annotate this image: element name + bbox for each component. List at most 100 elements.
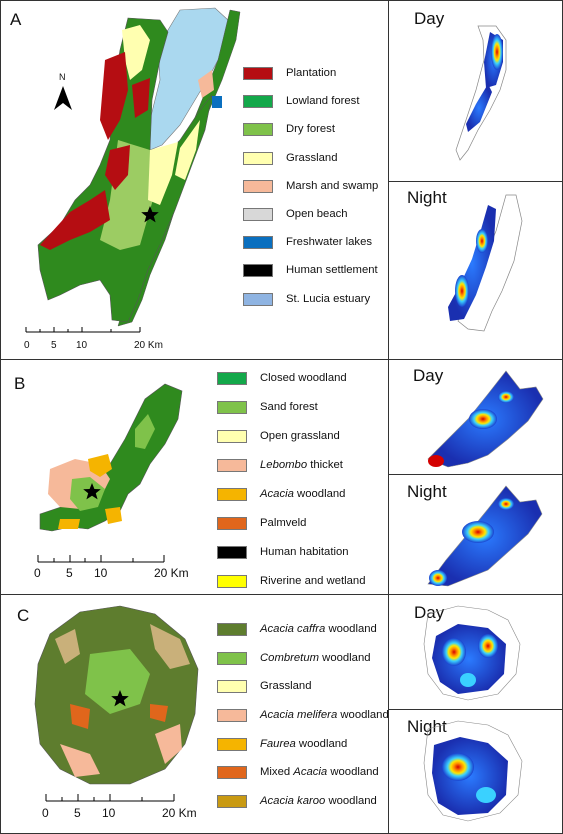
legend-swatch <box>217 651 247 665</box>
legend-swatch <box>217 400 247 414</box>
legend-a-label-6: Freshwater lakes <box>286 236 373 248</box>
legend-b-label-5: Palmveld <box>260 517 307 529</box>
legend-b-label-3-rest: thicket <box>307 459 343 471</box>
legend-c-label-3-rest: woodland <box>337 709 389 721</box>
legend-c-label-1: Combretum woodland <box>260 652 371 664</box>
scale-b-10: 10 <box>94 566 108 580</box>
legend-swatch <box>243 235 273 249</box>
legend-swatch <box>217 458 247 472</box>
legend-swatch <box>243 94 273 108</box>
legend-swatch <box>243 292 273 306</box>
legend-a-item-6: Freshwater lakes <box>243 231 372 253</box>
legend-c-label-5-italic: Acacia <box>293 766 328 778</box>
scale-bar-b <box>37 555 165 563</box>
legend-c-label-0-rest: woodland <box>325 623 377 635</box>
legend-a-label-5: Open beach <box>286 208 348 220</box>
legend-c-label-6-italic: Acacia karoo <box>260 795 326 807</box>
legend-swatch <box>217 516 247 530</box>
heatmap-a-day <box>455 25 507 161</box>
legend-c-label-5-pre: Mixed <box>260 766 294 778</box>
legend-swatch <box>217 622 247 636</box>
north-label: N <box>59 72 66 82</box>
legend-swatch <box>243 66 273 80</box>
legend-swatch <box>217 765 247 779</box>
panel-b-letter: B <box>14 374 26 393</box>
legend-b-label-1: Sand forest <box>260 401 318 413</box>
heatmap-b-day-title: Day <box>413 366 444 385</box>
legend-swatch <box>217 794 247 808</box>
legend-c-label-4-rest: woodland <box>295 738 348 750</box>
legend-a-item-2: Dry forest <box>243 118 335 140</box>
panel-c-letter: C <box>17 606 30 625</box>
legend-swatch <box>243 207 273 221</box>
legend-c-label-6-rest: woodland <box>325 795 377 807</box>
scale-bar-a <box>25 327 141 333</box>
legend-a-label-8: St. Lucia estuary <box>286 293 371 305</box>
legend-c-item-4: Faurea woodland <box>217 733 347 755</box>
legend-b-item-6: Human habitation <box>217 541 349 563</box>
legend-swatch <box>243 263 273 277</box>
scale-c-5: 5 <box>74 806 81 820</box>
heatmap-b-night <box>427 485 543 587</box>
legend-a-item-8: St. Lucia estuary <box>243 288 370 310</box>
legend-c-label-4: Faurea woodland <box>260 738 347 750</box>
legend-swatch <box>243 122 273 136</box>
legend-c-label-2: Grassland <box>260 680 312 692</box>
legend-swatch <box>217 371 247 385</box>
legend-c-label-0: Acacia caffra woodland <box>260 623 377 635</box>
legend-b-item-0: Closed woodland <box>217 367 347 389</box>
heatmap-c-day <box>423 605 521 701</box>
legend-a-label-1: Lowland forest <box>286 95 360 107</box>
legend-a-label-7: Human settlement <box>286 264 378 276</box>
legend-swatch <box>217 429 247 443</box>
heatmap-c-day-title: Day <box>414 603 445 622</box>
legend-b-item-2: Open grassland <box>217 425 340 447</box>
legend-c-item-6: Acacia karoo woodland <box>217 790 377 812</box>
legend-b-label-3-italic: Lebombo <box>260 459 308 471</box>
legend-c-label-0-italic: Acacia caffra <box>260 623 326 635</box>
scale-b-20: 20 Km <box>154 566 189 580</box>
legend-b-label-2: Open grassland <box>260 430 340 442</box>
legend-c-item-1: Combretum woodland <box>217 647 371 669</box>
scale-c-0: 0 <box>42 806 49 820</box>
legend-b-label-6: Human habitation <box>260 546 349 558</box>
scale-a-20: 20 Km <box>134 340 163 351</box>
scale-c-10: 10 <box>102 806 116 820</box>
legend-swatch <box>217 708 247 722</box>
legend-c-label-1-italic: Combretum <box>260 652 320 664</box>
panel-a-letter: A <box>10 10 22 29</box>
scale-bar-c <box>45 794 175 802</box>
heatmap-b-night-title: Night <box>407 482 447 501</box>
legend-b-label-0: Closed woodland <box>260 372 347 384</box>
legend-a-label-2: Dry forest <box>286 123 335 135</box>
heatmap-c-night <box>423 720 523 822</box>
scale-a-10: 10 <box>76 340 88 351</box>
legend-c-label-4-italic: Faurea <box>260 738 296 750</box>
legend-c-label-1-rest: woodland <box>319 652 371 664</box>
legend-b-item-7: Riverine and wetland <box>217 570 366 592</box>
legend-a-item-5: Open beach <box>243 203 348 225</box>
legend-swatch <box>217 679 247 693</box>
legend-b-label-3: Lebombo thicket <box>260 459 343 471</box>
legend-a-item-7: Human settlement <box>243 259 378 281</box>
legend-c-label-5: Mixed Acacia woodland <box>260 766 379 778</box>
legend-b-label-4: Acacia woodland <box>260 488 345 500</box>
legend-a-item-1: Lowland forest <box>243 90 359 112</box>
legend-c-label-3: Acacia melifera woodland <box>260 709 389 721</box>
legend-a-item-3: Grassland <box>243 147 338 169</box>
legend-c-label-6: Acacia karoo woodland <box>260 795 377 807</box>
legend-b-label-4-italic: Acacia <box>260 488 294 500</box>
heatmap-a-night-title: Night <box>407 188 447 207</box>
legend-b-item-1: Sand forest <box>217 396 318 418</box>
legend-c-label-5-rest: woodland <box>327 766 379 778</box>
legend-c-item-3: Acacia melifera woodland <box>217 704 389 726</box>
legend-b-item-4: Acacia woodland <box>217 483 345 505</box>
legend-a-label-0: Plantation <box>286 67 337 79</box>
map-c <box>34 605 199 785</box>
north-arrow-icon <box>54 86 72 110</box>
heatmap-a-night <box>448 194 523 332</box>
legend-swatch <box>217 487 247 501</box>
scale-c-20: 20 Km <box>162 806 197 820</box>
legend-swatch <box>217 545 247 559</box>
legend-b-label-7: Riverine and wetland <box>260 575 366 587</box>
